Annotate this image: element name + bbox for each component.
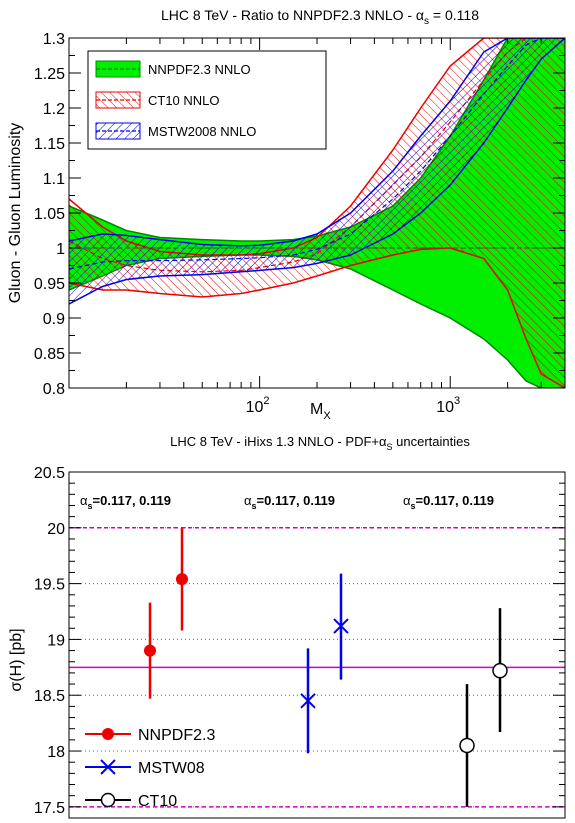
x-tick-label: 102	[246, 395, 270, 416]
point-NNPDF2.3-0.117	[144, 602, 156, 699]
alpha-label-ct10-sub: s	[411, 501, 416, 511]
marker	[144, 644, 156, 657]
cross-section-chart: LHC 8 TeV - iHixs 1.3 NNLO - PDF+αS unce…	[8, 434, 566, 819]
alpha-label-nnpdf-text: =0.117, 0.119	[93, 493, 171, 508]
legend-label-nnpdf: NNPDF2.3	[138, 727, 215, 744]
alpha-label-nnpdf-sub: s	[88, 501, 93, 511]
y-tick-label: 0.9	[43, 311, 65, 328]
alpha-label-mstw-sub: s	[252, 501, 257, 511]
y-tick-label: 19.5	[34, 577, 65, 594]
alpha-label-mstw-text: =0.117, 0.119	[257, 493, 335, 508]
cross-section-y-axis-label: σ(H) [pb]	[8, 628, 25, 691]
cross-section-legend: NNPDF2.3 MSTW08 CT10	[85, 727, 215, 810]
cross-section-points	[144, 527, 508, 807]
alpha-label-ct10-text: =0.117, 0.119	[416, 493, 494, 508]
legend-marker-ct10-xs	[100, 792, 116, 808]
y-tick-label: 1.3	[43, 31, 65, 48]
luminosity-x-label-main: M	[310, 401, 323, 418]
band-2	[69, 38, 565, 304]
band-upper-edge-2	[69, 38, 565, 247]
y-tick-label: 1.1	[43, 171, 65, 188]
y-tick-label: 0.8	[43, 381, 65, 398]
y-tick-label: 18	[47, 744, 65, 761]
y-tick-label: 0.95	[34, 276, 65, 293]
legend-label-nnpdf23: NNPDF2.3 NNLO	[148, 62, 251, 77]
luminosity-y-axis: 0.8 0.85 0.9 0.95 1 1.05 1.1 1.15 1.2 1.25 1.3	[34, 31, 565, 398]
legend-label-mstw2008: MSTW2008 NNLO	[148, 124, 256, 139]
luminosity-x-axis: 102 103	[68, 38, 566, 416]
alpha-label-nnpdf-prefix: α	[80, 493, 88, 508]
luminosity-title-main: LHC 8 TeV - Ratio to NNPDF2.3 NNLO - α	[161, 7, 424, 23]
luminosity-x-label-sub: X	[323, 410, 331, 422]
y-tick-label: 20	[47, 521, 65, 538]
alpha-label-mstw-prefix: α	[244, 493, 252, 508]
y-tick-label: 1	[56, 241, 65, 258]
luminosity-title-sub: s	[424, 16, 429, 27]
legend-label-ct10: CT10 NNLO	[148, 93, 220, 108]
cross-section-title-sub: S	[387, 442, 393, 452]
point-CT10-0.119	[492, 608, 508, 733]
band-0	[69, 38, 565, 388]
cross-section-plot-frame	[68, 471, 566, 819]
band-lower-edge-2	[69, 38, 565, 305]
y-tick-label: 19	[47, 632, 65, 649]
y-tick-label: 1.15	[34, 136, 65, 153]
luminosity-chart: LHC 8 TeV - Ratio to NNPDF2.3 NNLO - αs …	[7, 7, 566, 422]
band-center-2	[69, 38, 565, 270]
x-tick-label: 103	[436, 395, 460, 416]
luminosity-title-suffix: = 0.118	[429, 7, 479, 23]
y-tick-label: 1.2	[43, 101, 65, 118]
legend-label-ct10-xs: CT10	[138, 793, 177, 810]
y-tick-label: 20.5	[34, 465, 65, 482]
y-tick-label: 1.05	[34, 206, 65, 223]
luminosity-chart-title: LHC 8 TeV - Ratio to NNPDF2.3 NNLO - αs …	[161, 7, 479, 27]
alpha-label-ct10: αs=0.117, 0.119	[403, 493, 494, 511]
legend-label-mstw08: MSTW08	[138, 760, 205, 777]
alpha-label-ct10-prefix: α	[403, 493, 411, 508]
point-MSTW08-0.117	[300, 648, 316, 754]
cross-section-title-suffix: uncertainties	[393, 434, 471, 449]
cross-section-reference-lines	[69, 527, 565, 808]
point-NNPDF2.3-0.119	[176, 527, 188, 631]
band-lower-edge-1	[69, 247, 565, 388]
y-tick-label: 18.5	[34, 688, 65, 705]
marker	[176, 573, 188, 586]
luminosity-y-axis-label: Gluon - Gluon Luminosity	[7, 123, 24, 304]
y-tick-label: 17.5	[34, 800, 65, 817]
marker	[333, 618, 349, 634]
luminosity-legend: NNPDF2.3 NNLO CT10 NNLO MSTW2008 NNLO	[87, 50, 327, 150]
cross-section-title-main: LHC 8 TeV - iHixs 1.3 NNLO - PDF+α	[170, 434, 387, 449]
marker	[300, 693, 316, 709]
y-tick-label: 1.25	[34, 66, 65, 83]
cross-section-grid	[69, 471, 565, 808]
alpha-label-mstw: αs=0.117, 0.119	[244, 493, 335, 511]
luminosity-x-axis-label: MX	[310, 401, 331, 422]
point-MSTW08-0.119	[333, 573, 349, 680]
marker	[492, 662, 508, 679]
legend-marker-mstw08	[100, 759, 116, 775]
luminosity-bands	[69, 38, 565, 388]
marker	[459, 737, 475, 754]
alpha-label-nnpdf: αs=0.117, 0.119	[80, 493, 171, 511]
cross-section-y-axis: 17.5 18 18.5 19 19.5 20 20.5	[34, 465, 565, 817]
y-tick-label: 0.85	[34, 346, 65, 363]
cross-section-chart-title: LHC 8 TeV - iHixs 1.3 NNLO - PDF+αS unce…	[170, 434, 470, 452]
legend-marker-nnpdf	[102, 728, 114, 740]
point-CT10-0.117	[459, 684, 475, 807]
alpha-labels: αs=0.117, 0.119 αs=0.117, 0.119 αs=0.117…	[80, 493, 494, 511]
